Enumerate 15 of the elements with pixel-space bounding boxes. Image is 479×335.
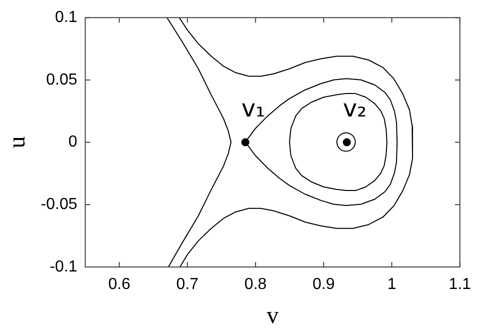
- x-tick-label: 1.1: [448, 276, 472, 294]
- x-tick-label: 0.9: [312, 276, 335, 294]
- x-axis-title: v: [266, 302, 279, 329]
- x-tick-label: 0.6: [108, 276, 131, 294]
- x-tick-label: 0.8: [244, 276, 267, 294]
- y-tick-label: 0: [68, 134, 78, 151]
- x-tick-label: 1: [387, 276, 396, 294]
- y-tick-label: -0.1: [50, 258, 78, 276]
- y-tick-label: -0.05: [40, 196, 78, 214]
- x-tick-label: 0.7: [176, 276, 199, 294]
- y-tick-label: 0.1: [55, 9, 78, 26]
- annotation: v₂: [342, 94, 367, 122]
- y-tick-label: 0.05: [46, 71, 78, 88]
- y-axis-title: u: [4, 136, 31, 148]
- annotation: v₁: [241, 94, 266, 122]
